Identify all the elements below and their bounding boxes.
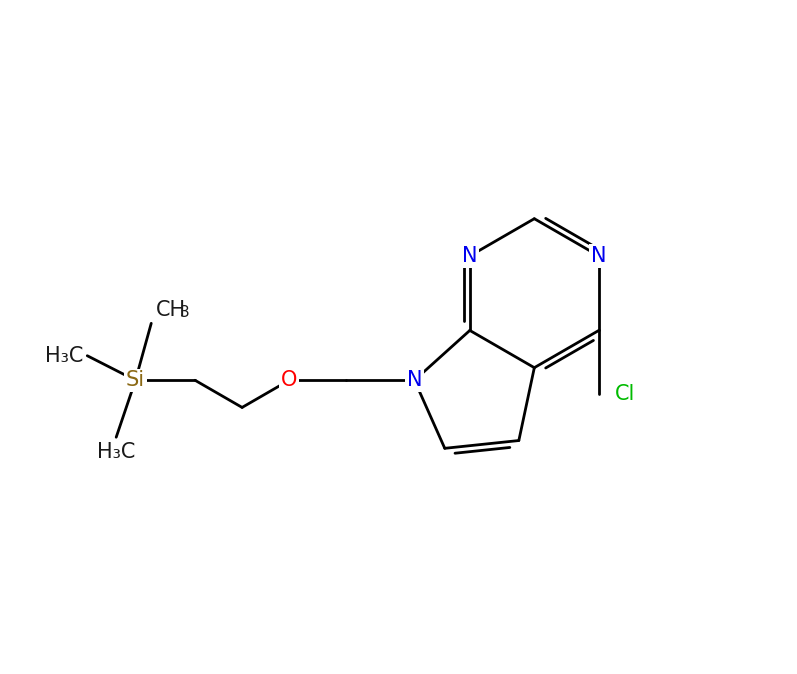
Text: Cl: Cl: [614, 384, 635, 404]
Text: 3: 3: [180, 305, 190, 319]
Text: H₃C: H₃C: [97, 443, 135, 462]
Text: N: N: [462, 246, 477, 266]
Text: O: O: [281, 370, 297, 390]
Text: H₃C: H₃C: [45, 346, 84, 366]
Text: N: N: [406, 370, 422, 390]
Text: Si: Si: [126, 370, 145, 390]
Text: N: N: [591, 246, 607, 266]
Text: CH: CH: [155, 300, 186, 319]
